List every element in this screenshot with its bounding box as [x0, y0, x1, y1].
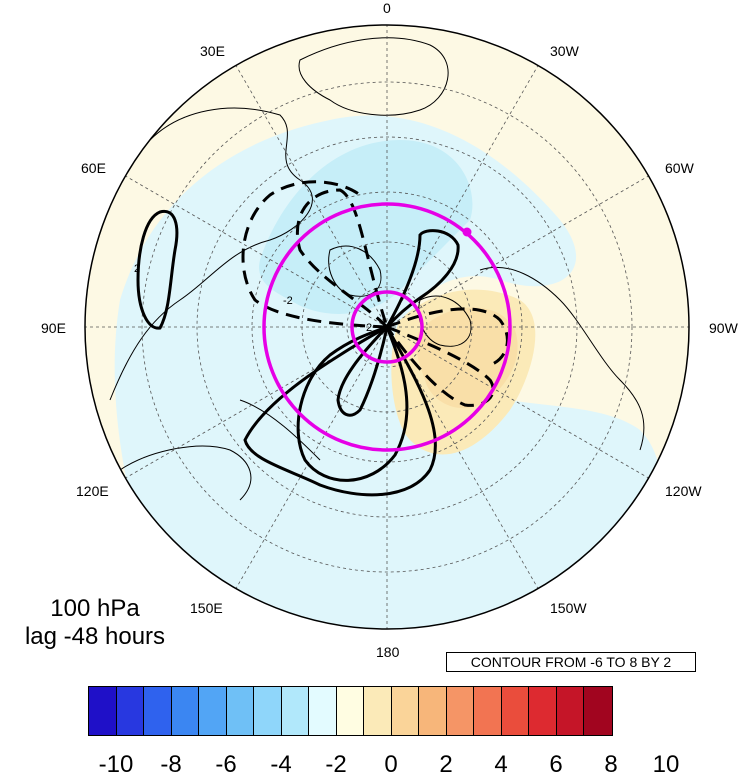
colorbar-tick-label: -4	[270, 751, 292, 778]
contour-info-box: CONTOUR FROM -6 TO 8 BY 2	[446, 652, 696, 672]
contour-positive	[296, 325, 409, 482]
meridian-line	[235, 326, 388, 589]
longitude-label-90w: 90W	[709, 320, 738, 336]
longitude-label-30w: 30W	[550, 43, 579, 59]
contour-label: 2	[366, 322, 372, 334]
colorbar-swatch	[199, 687, 227, 735]
colorbar-swatch	[419, 687, 447, 735]
colorbar-swatch	[281, 687, 309, 735]
longitude-label-150w: 150W	[550, 600, 587, 616]
longitude-label-0: 0	[383, 0, 391, 16]
colorbar-tick-label: 2	[439, 751, 453, 778]
colorbar-swatch	[556, 687, 584, 735]
meridian-line	[125, 175, 388, 328]
colorbar-swatch	[116, 687, 144, 735]
longitude-label-120w: 120W	[665, 483, 702, 499]
meridian-line	[386, 175, 649, 328]
colorbar-swatch	[89, 687, 117, 735]
inner-highlight-circle	[350, 290, 424, 364]
colorbar-swatch	[446, 687, 474, 735]
contour-negative	[382, 323, 495, 407]
colorbar-swatch	[529, 687, 557, 735]
longitude-label-90e: 90E	[41, 320, 66, 336]
colorbar-tick-label: -6	[215, 751, 237, 778]
colorbar-swatch	[474, 687, 502, 735]
longitude-label-60w: 60W	[665, 160, 694, 176]
map-border	[84, 24, 690, 630]
pressure-level-title: 100 hPa	[50, 595, 140, 622]
colorbar-swatch	[171, 687, 199, 735]
contours	[136, 180, 509, 497]
colorbar-swatch	[391, 687, 419, 735]
colorbar-tick-label: 0	[384, 751, 398, 778]
meridian-line	[386, 326, 649, 479]
contour-negative	[295, 188, 389, 329]
colorbar-tick-label: 6	[549, 751, 563, 778]
contour-positive	[385, 229, 460, 328]
outer-highlight-circle	[262, 202, 512, 452]
colorbar-tick-label: -10	[98, 751, 134, 778]
colorbar-tick-label: 10	[652, 751, 680, 778]
colorbar-swatch	[584, 687, 612, 735]
contour-negative	[241, 180, 388, 329]
meridian-line	[386, 65, 539, 328]
colorbar-swatch	[226, 687, 254, 735]
contour-label: -2	[283, 295, 293, 307]
negative-anomaly-core	[259, 140, 473, 314]
coastlines	[109, 37, 645, 501]
longitude-label-180: 180	[376, 644, 400, 660]
contour-labels: 2 2 -2	[134, 263, 372, 334]
longitude-label-150e: 150E	[190, 600, 223, 616]
longitude-label-120e: 120E	[76, 483, 109, 499]
polar-stereographic-map: 2 2 -2	[84, 24, 690, 630]
colorbar-swatch	[336, 687, 364, 735]
highlight-markers	[262, 202, 512, 452]
highlight-point	[462, 227, 472, 237]
colorbar-tick-label: 8	[604, 751, 618, 778]
meridian-lines	[85, 25, 689, 629]
lag-title: lag -48 hours	[24, 623, 166, 650]
colorbar-swatch	[501, 687, 529, 735]
colorbar-tick-label: -2	[325, 751, 347, 778]
colorbar-swatch	[309, 687, 337, 735]
colorbar-tick-label: -8	[160, 751, 182, 778]
longitude-label-30e: 30E	[200, 43, 225, 59]
contour-positive	[243, 324, 437, 497]
meridian-line	[235, 65, 388, 328]
contour-label: 2	[134, 263, 140, 275]
longitude-label-60e: 60E	[81, 160, 106, 176]
colorbar	[88, 686, 613, 736]
contour-positive	[336, 322, 390, 417]
colorbar-swatch	[364, 687, 392, 735]
colorbar-swatch	[254, 687, 282, 735]
contour-positive	[136, 209, 179, 330]
colorbar-tick-label: 4	[494, 751, 508, 778]
colorbar-swatch	[144, 687, 172, 735]
